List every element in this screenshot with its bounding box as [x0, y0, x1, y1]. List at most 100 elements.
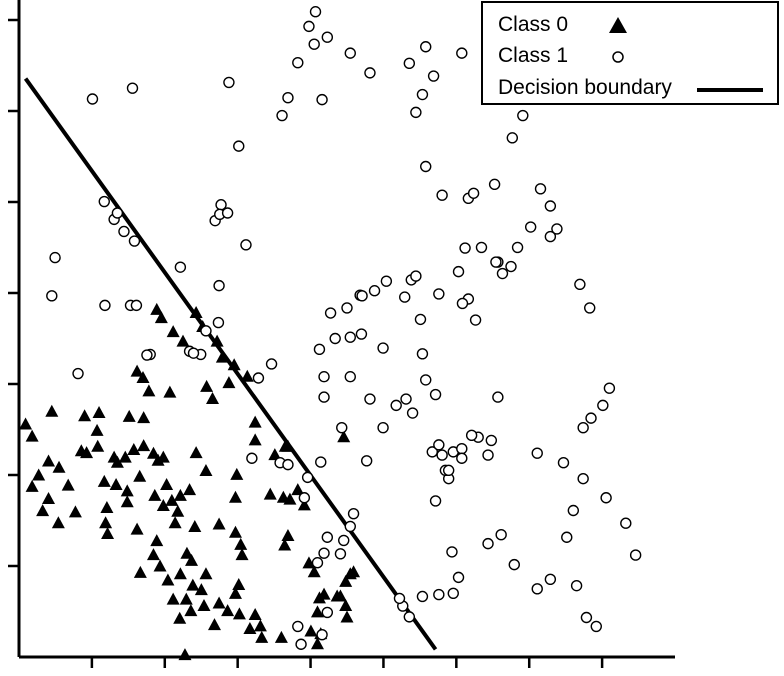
- class-0-point: [150, 302, 164, 315]
- class-0-point: [268, 448, 282, 461]
- class-0-point: [178, 648, 192, 661]
- class-0-point: [118, 450, 132, 463]
- class-0-point: [92, 406, 106, 419]
- class-1-point: [446, 546, 458, 558]
- class-1-point: [495, 528, 507, 541]
- class-1-point: [315, 456, 327, 468]
- class-0-point: [42, 454, 56, 467]
- class-1-point: [276, 109, 288, 122]
- class-0-point: [180, 546, 194, 559]
- class-0-point: [122, 409, 136, 422]
- class-0-point: [232, 607, 246, 620]
- class-1-point: [303, 20, 315, 33]
- class-0-point: [337, 430, 351, 443]
- class-0-point: [310, 637, 324, 650]
- class-0-point: [197, 599, 211, 612]
- class-0-point: [230, 467, 244, 480]
- class-1-point: [364, 393, 376, 405]
- class-1-point: [544, 200, 557, 212]
- class-1-point: [584, 302, 596, 314]
- class-1-point: [344, 331, 356, 343]
- class-1-point: [420, 160, 432, 173]
- class-1-point: [600, 492, 612, 504]
- class-1-point: [485, 434, 498, 447]
- legend-item-decision-boundary: Decision boundary: [498, 73, 672, 103]
- class-1-point: [420, 374, 432, 386]
- class-1-point: [380, 275, 393, 287]
- class-0-point: [19, 417, 33, 430]
- class-0-point: [166, 592, 180, 605]
- class-1-point: [318, 391, 330, 403]
- class-1-point: [240, 239, 252, 251]
- class-1-point: [505, 260, 517, 273]
- class-0-point: [243, 621, 257, 634]
- class-0-point: [221, 604, 235, 617]
- class-1-point: [316, 629, 328, 641]
- class-1-point: [456, 297, 469, 310]
- class-1-point: [456, 443, 468, 455]
- class-1-point: [436, 189, 448, 201]
- class-0-point: [42, 492, 56, 505]
- class-0-point: [248, 433, 262, 446]
- class-0-point: [307, 565, 321, 578]
- decision-boundary-line: [23, 77, 438, 651]
- class-0-point: [32, 468, 46, 481]
- class-1-point: [316, 93, 328, 106]
- class-0-point: [25, 429, 39, 442]
- class-1-point: [506, 132, 519, 144]
- class-1-point: [433, 588, 445, 601]
- class-1-point: [465, 429, 478, 442]
- class-1-point: [336, 421, 348, 434]
- class-0-point: [80, 446, 94, 459]
- class-1-point: [344, 371, 356, 383]
- class-0-point: [207, 618, 221, 631]
- class-1-point: [416, 88, 429, 101]
- legend-item-class-0: Class 0: [498, 10, 568, 40]
- class-1-point: [429, 388, 442, 401]
- class-0-point: [137, 411, 151, 424]
- class-0-point: [240, 369, 254, 382]
- class-1-point: [252, 372, 265, 384]
- class-0-point: [136, 370, 150, 383]
- class-1-point: [544, 573, 557, 585]
- class-0-point: [312, 591, 326, 604]
- class-0-point: [199, 567, 213, 580]
- class-0-point: [91, 439, 105, 452]
- class-0-point: [137, 439, 151, 452]
- class-0-point: [333, 589, 347, 602]
- class-0-point: [188, 520, 202, 533]
- class-0-point: [339, 574, 353, 587]
- class-0-point: [189, 446, 203, 459]
- class-1-point: [334, 548, 347, 560]
- class-1-point: [213, 279, 225, 292]
- class-1-point: [246, 452, 258, 464]
- class-1-point: [364, 67, 376, 79]
- class-1-point: [356, 290, 368, 302]
- class-0-point: [194, 583, 208, 596]
- class-1-point: [517, 109, 529, 122]
- class-1-point: [590, 620, 602, 633]
- class-1-point: [393, 592, 406, 605]
- class-1-point: [128, 235, 141, 247]
- class-0-point: [78, 409, 92, 422]
- class-1-point: [467, 187, 480, 199]
- class-0-point: [173, 488, 187, 501]
- class-1-point: [341, 302, 353, 314]
- axes: [8, 0, 675, 668]
- class-1-point: [338, 534, 350, 547]
- class-1-point: [360, 455, 373, 467]
- class-1-point: [377, 421, 389, 434]
- class-1-point: [212, 316, 225, 329]
- class-0-point: [166, 325, 180, 338]
- class-0-point: [227, 358, 241, 371]
- class-0-point: [156, 450, 170, 463]
- class-1-point: [200, 325, 212, 337]
- class-1-point: [534, 183, 547, 195]
- class-1-point: [531, 447, 543, 459]
- class-1-point: [427, 70, 440, 82]
- class-1-point: [344, 47, 356, 59]
- class-1-point: [99, 299, 111, 312]
- legend-label-decision-boundary: Decision boundary: [498, 76, 672, 99]
- class-0-point: [255, 630, 269, 643]
- class-0-point: [90, 423, 104, 436]
